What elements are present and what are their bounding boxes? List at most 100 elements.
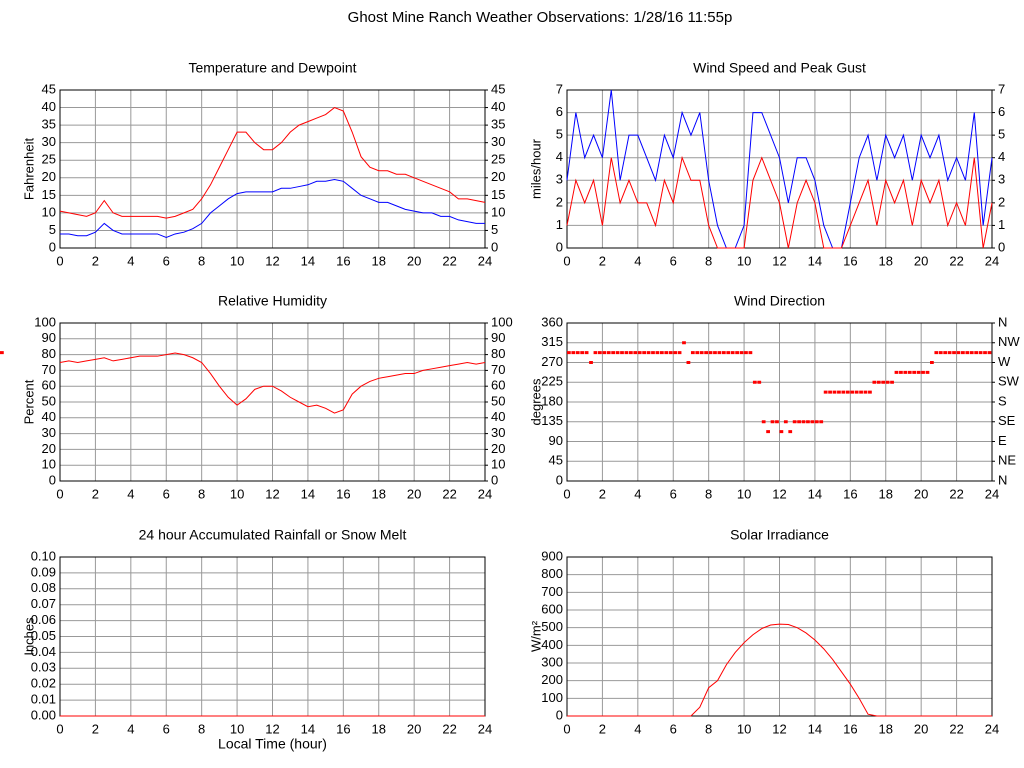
- x-tick-label: 16: [843, 721, 857, 736]
- y-tick-label: 100: [541, 690, 563, 705]
- x-tick-label: 12: [265, 721, 279, 736]
- x-tick-label: 0: [563, 486, 570, 501]
- data-line: [566, 155, 993, 249]
- x-tick-label: 0: [56, 721, 63, 736]
- x-tick-label: 12: [265, 486, 279, 501]
- direction-mark: [571, 351, 576, 355]
- direction-mark: [567, 351, 571, 355]
- y-tick-label: 60: [42, 378, 56, 393]
- direction-mark: [673, 351, 678, 355]
- y2-tick-label: 7: [998, 81, 1005, 96]
- direction-mark: [752, 380, 757, 384]
- y-tick-label: 45: [549, 453, 563, 468]
- direction-mark: [593, 351, 598, 355]
- direction-mark: [801, 420, 806, 424]
- y-tick-label: 0: [49, 472, 56, 487]
- x-tick-label: 24: [985, 721, 999, 736]
- y-tick-label: 20: [42, 169, 56, 184]
- direction-mark: [925, 370, 930, 374]
- y2-tick-label: 1: [998, 217, 1005, 232]
- chart-title: Wind Speed and Peak Gust: [693, 60, 866, 76]
- x-tick-label: 4: [127, 721, 134, 736]
- x-tick-label: 2: [92, 486, 99, 501]
- plot-frame: [566, 89, 993, 249]
- x-tick-label: 16: [336, 253, 350, 268]
- direction-mark: [699, 351, 704, 355]
- y-tick-label: 0.01: [31, 692, 56, 707]
- y2-tick-label: 5: [491, 222, 498, 237]
- direction-mark: [947, 351, 952, 355]
- x-tick-label: 20: [407, 721, 421, 736]
- x-tick-label: 22: [949, 253, 963, 268]
- direction-mark: [974, 351, 979, 355]
- direction-mark: [690, 351, 695, 355]
- y-tick-label: 225: [541, 374, 563, 389]
- y-tick-label: 900: [541, 548, 563, 563]
- direction-mark: [965, 351, 970, 355]
- y-tick-label: 0.09: [31, 564, 56, 579]
- direction-mark: [642, 351, 647, 355]
- x-tick-label: 14: [301, 721, 315, 736]
- x-tick-label: 16: [336, 486, 350, 501]
- x-tick-label: 18: [372, 721, 386, 736]
- y2-tick-label: 5: [998, 127, 1005, 142]
- direction-mark: [841, 390, 846, 394]
- x-tick-label: 22: [442, 253, 456, 268]
- x-tick-label: 18: [372, 486, 386, 501]
- y-axis-label: miles/hour: [528, 138, 543, 199]
- y2-tick-label: 100: [491, 314, 513, 329]
- direction-mark: [620, 351, 624, 355]
- y2-tick-label: 0: [491, 239, 498, 254]
- direction-mark: [646, 351, 651, 355]
- x-tick-label: 20: [407, 486, 421, 501]
- direction-mark: [837, 390, 841, 394]
- direction-mark: [664, 351, 669, 355]
- chart-title: Solar Irradiance: [730, 527, 829, 543]
- y-tick-label: 0: [49, 239, 56, 254]
- y2-tick-label: 4: [998, 149, 1005, 164]
- y2-tick-label: 2: [998, 194, 1005, 209]
- x-tick-label: 10: [230, 486, 244, 501]
- y2-tick-label: 3: [998, 172, 1005, 187]
- x-tick-label: 10: [230, 721, 244, 736]
- x-tick-label: 18: [879, 486, 893, 501]
- direction-mark: [597, 351, 602, 355]
- y2-tick-label: 60: [491, 378, 505, 393]
- y2-tick-label: 70: [491, 362, 505, 377]
- direction-mark: [783, 420, 788, 424]
- plot-frame: [566, 322, 993, 482]
- direction-mark: [881, 380, 886, 384]
- direction-mark: [890, 380, 894, 384]
- direction-mark: [859, 390, 863, 394]
- direction-mark: [832, 390, 837, 394]
- direction-mark: [735, 351, 739, 355]
- y-tick-label: 0.06: [31, 612, 56, 627]
- data-line: [566, 89, 993, 249]
- y-tick-label: 10: [42, 457, 56, 472]
- x-tick-label: 14: [808, 486, 822, 501]
- x-tick-label: 2: [92, 253, 99, 268]
- x-tick-label: 2: [599, 721, 606, 736]
- y-tick-label: 4: [556, 149, 563, 164]
- y2-tick-label: 15: [491, 187, 505, 202]
- x-tick-label: 22: [949, 721, 963, 736]
- chart-title: Relative Humidity: [218, 293, 327, 309]
- x-tick-label: 24: [985, 486, 999, 501]
- direction-mark: [739, 351, 744, 355]
- y2-tick-label: NW: [998, 334, 1020, 349]
- y2-tick-label: 20: [491, 169, 505, 184]
- y-tick-label: 800: [541, 566, 563, 581]
- direction-mark: [894, 370, 899, 374]
- y-tick-label: 700: [541, 584, 563, 599]
- direction-mark: [761, 420, 766, 424]
- y2-tick-label: SW: [998, 374, 1020, 389]
- direction-mark: [770, 420, 775, 424]
- direction-mark: [633, 351, 638, 355]
- y2-tick-label: NE: [998, 453, 1016, 468]
- direction-mark: [876, 380, 881, 384]
- x-tick-label: 8: [198, 721, 205, 736]
- direction-mark: [956, 351, 961, 355]
- y2-tick-label: 6: [998, 104, 1005, 119]
- x-tick-label: 18: [879, 721, 893, 736]
